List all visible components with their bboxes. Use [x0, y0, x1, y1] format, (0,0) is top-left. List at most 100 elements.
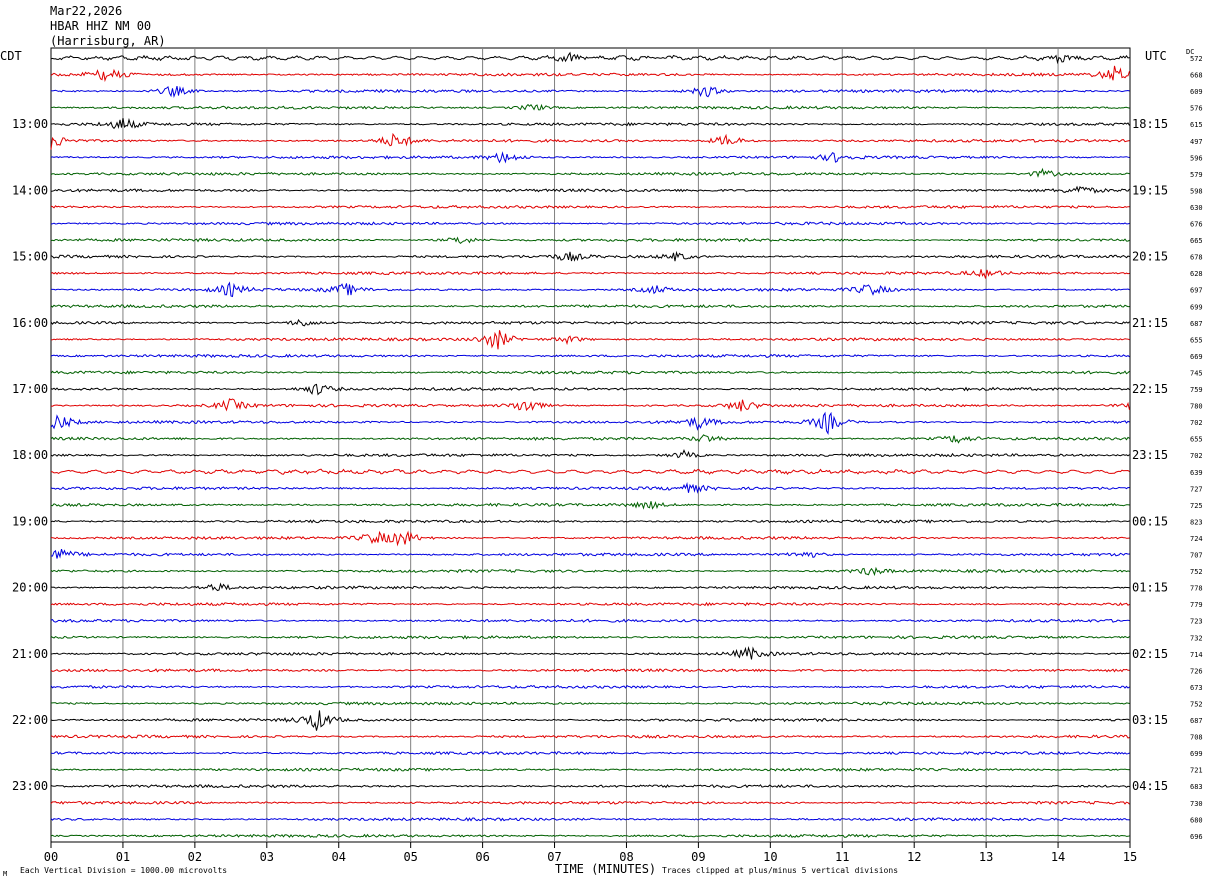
trace-line	[50, 65, 1130, 83]
dc-offset-label: 572	[1190, 55, 1203, 63]
x-tick-label: 02	[188, 850, 202, 864]
trace-line	[50, 468, 1130, 475]
right-time-label: 22:15	[1132, 382, 1168, 396]
x-tick-label: 01	[116, 850, 130, 864]
left-time-label: 15:00	[12, 250, 48, 264]
x-tick-label: 13	[979, 850, 993, 864]
trace-line	[50, 221, 1130, 226]
dc-offset-label: 598	[1190, 187, 1203, 195]
dc-offset-label: 752	[1190, 568, 1203, 576]
x-tick-label: 04	[332, 850, 346, 864]
trace-line	[50, 548, 1130, 559]
dc-offset-label: 680	[1190, 816, 1203, 824]
dc-offset-label: 696	[1190, 833, 1203, 841]
left-time-label: 13:00	[12, 117, 48, 131]
right-time-label: 19:15	[1132, 183, 1168, 197]
dc-offset-label: 687	[1190, 717, 1203, 725]
trace-line	[50, 167, 1130, 178]
trace-line	[51, 767, 1130, 772]
dc-offset-label: 576	[1190, 105, 1203, 113]
dc-offset-label: 699	[1190, 303, 1203, 311]
dc-offset-label: 732	[1190, 634, 1203, 642]
trace-line	[50, 250, 1130, 262]
dc-offset-label: 779	[1190, 601, 1203, 609]
dc-offset-label: 683	[1190, 783, 1203, 791]
left-time-label: 19:00	[12, 514, 48, 528]
right-timezone-label: UTC	[1145, 49, 1167, 63]
dc-offset-label: 665	[1190, 237, 1203, 245]
dc-offset-label: 628	[1190, 270, 1203, 278]
dc-offset-label: 778	[1190, 585, 1203, 593]
trace-line	[50, 519, 1130, 524]
trace-line	[50, 383, 1130, 396]
dc-offset-label: 655	[1190, 336, 1203, 344]
dc-offset-label: 752	[1190, 700, 1203, 708]
trace-line	[50, 353, 1130, 359]
trace-line	[50, 318, 1130, 327]
trace-line	[50, 370, 1130, 375]
left-time-label: 14:00	[12, 183, 48, 197]
dc-offset-label: 655	[1190, 436, 1203, 444]
dc-offset-label: 596	[1190, 154, 1203, 162]
dc-offset-label: 730	[1190, 800, 1203, 808]
right-time-label: 02:15	[1132, 647, 1168, 661]
trace-line	[50, 448, 1130, 459]
right-time-label: 01:15	[1132, 581, 1168, 595]
trace-line	[50, 734, 1130, 739]
right-time-label: 00:15	[1132, 514, 1168, 528]
trace-line	[50, 185, 1130, 194]
trace-line	[50, 132, 1130, 150]
dc-offset-label: 687	[1190, 320, 1203, 328]
trace-line	[50, 833, 1130, 838]
trace-line	[50, 236, 1130, 244]
dc-offset-label: 579	[1190, 171, 1203, 179]
dc-offset-label: 823	[1190, 518, 1203, 526]
station-code: HBAR HHZ NM 00	[50, 19, 152, 33]
right-time-label: 21:15	[1132, 316, 1168, 330]
right-time-label: 20:15	[1132, 250, 1168, 264]
trace-line	[50, 710, 1130, 731]
right-time-label: 04:15	[1132, 779, 1168, 793]
trace-line	[50, 645, 1130, 660]
x-tick-label: 06	[475, 850, 489, 864]
x-tick-label: 10	[763, 850, 777, 864]
left-time-label: 18:00	[12, 448, 48, 462]
dc-offset-label: 745	[1190, 369, 1203, 377]
trace-line	[50, 601, 1130, 607]
left-timezone-label: CDT	[0, 49, 22, 63]
trace-line	[50, 482, 1130, 494]
trace-line	[50, 668, 1130, 673]
x-tick-label: 07	[547, 850, 561, 864]
trace-line	[50, 618, 1130, 623]
dc-offset-label: 707	[1190, 552, 1203, 560]
dc-offset-label: 497	[1190, 138, 1203, 146]
x-tick-label: 14	[1051, 850, 1065, 864]
dc-offset-label: 639	[1190, 469, 1203, 477]
trace-line	[50, 701, 1130, 706]
trace-line	[50, 304, 1130, 309]
left-time-label: 23:00	[12, 779, 48, 793]
x-tick-label: 05	[403, 850, 417, 864]
trace-line	[50, 582, 1130, 592]
dc-offset-label: 725	[1190, 502, 1203, 510]
trace-line	[50, 151, 1130, 164]
right-time-label: 03:15	[1132, 713, 1168, 727]
dc-offset-label: 727	[1190, 485, 1203, 493]
dc-offset-label: 673	[1190, 684, 1203, 692]
right-time-label: 23:15	[1132, 448, 1168, 462]
trace-line	[50, 530, 1130, 547]
trace-line	[50, 783, 1130, 789]
dc-offset-label: 676	[1190, 221, 1203, 229]
dc-offset-label: 699	[1190, 750, 1203, 758]
dc-offset-label: 723	[1190, 618, 1203, 626]
dc-offset-label: 714	[1190, 651, 1203, 659]
dc-header-label: DC	[1186, 48, 1195, 56]
trace-line	[50, 117, 1130, 130]
dc-offset-label: 708	[1190, 734, 1203, 742]
trace-line	[50, 411, 1130, 435]
x-tick-label: 11	[835, 850, 849, 864]
station-location: (Harrisburg, AR)	[50, 34, 166, 48]
dc-offset-label: 724	[1190, 535, 1203, 543]
trace-line	[50, 398, 1130, 412]
